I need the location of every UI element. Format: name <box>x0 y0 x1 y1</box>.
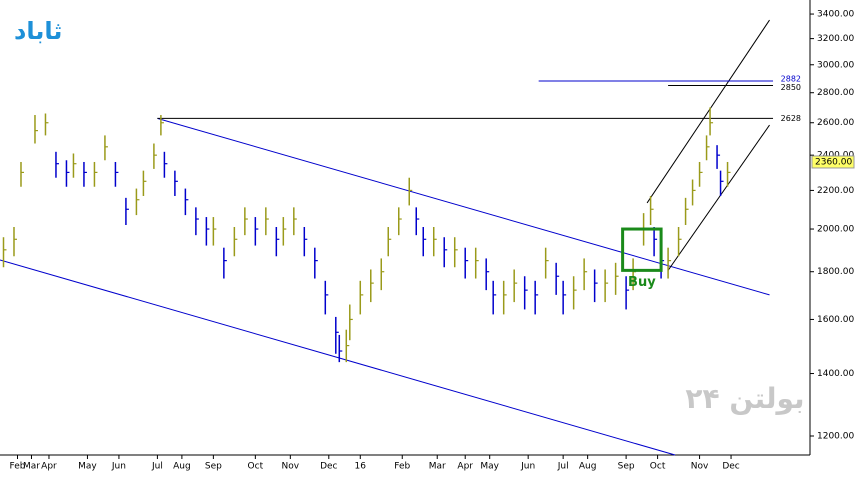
x-tick-label: Jun <box>520 462 535 472</box>
trend-line <box>667 124 770 271</box>
x-tick-label: Aug <box>579 462 597 472</box>
trend-line <box>0 259 676 456</box>
x-tick-label: Nov <box>691 462 709 472</box>
x-tick-label: Aug <box>173 462 191 472</box>
level-label: 2628 <box>781 114 801 123</box>
y-tick-label: 2600.00 <box>817 118 854 128</box>
level-label: 2882 <box>781 75 801 84</box>
x-tick-label: Apr <box>41 462 57 472</box>
x-tick-label: Oct <box>248 462 264 472</box>
watermark: بولتن ۲۴ <box>685 382 804 415</box>
x-tick-label: Sep <box>205 462 222 472</box>
y-tick-label: 2800.00 <box>817 88 854 98</box>
level-label: 2850 <box>781 83 801 92</box>
chart-title: ثاباد <box>14 17 62 45</box>
buy-label: Buy <box>628 275 656 290</box>
x-tick-label: Nov <box>282 462 300 472</box>
x-tick-label: Dec <box>722 462 739 472</box>
x-tick-label: Apr <box>457 462 473 472</box>
y-tick-label: 1400.00 <box>817 369 854 379</box>
y-tick-label: 2000.00 <box>817 225 854 235</box>
trend-line <box>646 19 770 204</box>
x-tick-label: May <box>78 462 97 472</box>
x-tick-label: Jun <box>111 462 126 472</box>
y-tick-label: 1800.00 <box>817 267 854 277</box>
x-tick-label: Mar <box>429 462 446 472</box>
y-tick-label: 3400.00 <box>817 10 854 20</box>
x-tick-label: Feb <box>394 462 410 472</box>
buy-box <box>621 227 663 272</box>
x-tick-label: Jul <box>151 462 163 472</box>
x-tick-label: 16 <box>355 462 367 472</box>
y-tick-label: 1600.00 <box>817 315 854 325</box>
x-tick-label: Feb <box>10 462 26 472</box>
x-tick-label: Oct <box>650 462 666 472</box>
x-tick-label: May <box>480 462 499 472</box>
y-tick-label: 3200.00 <box>817 34 854 44</box>
y-tick-label: 3000.00 <box>817 60 854 70</box>
last-price-box <box>811 155 855 169</box>
x-tick-label: Sep <box>618 462 635 472</box>
x-tick-label: Dec <box>320 462 337 472</box>
last-price-label: 2360.00 <box>815 157 852 167</box>
x-tick-label: Jul <box>557 462 569 472</box>
y-tick-label: 2200.00 <box>817 186 854 196</box>
x-tick-label: Mar <box>23 462 40 472</box>
y-tick-label: 1200.00 <box>817 431 854 441</box>
